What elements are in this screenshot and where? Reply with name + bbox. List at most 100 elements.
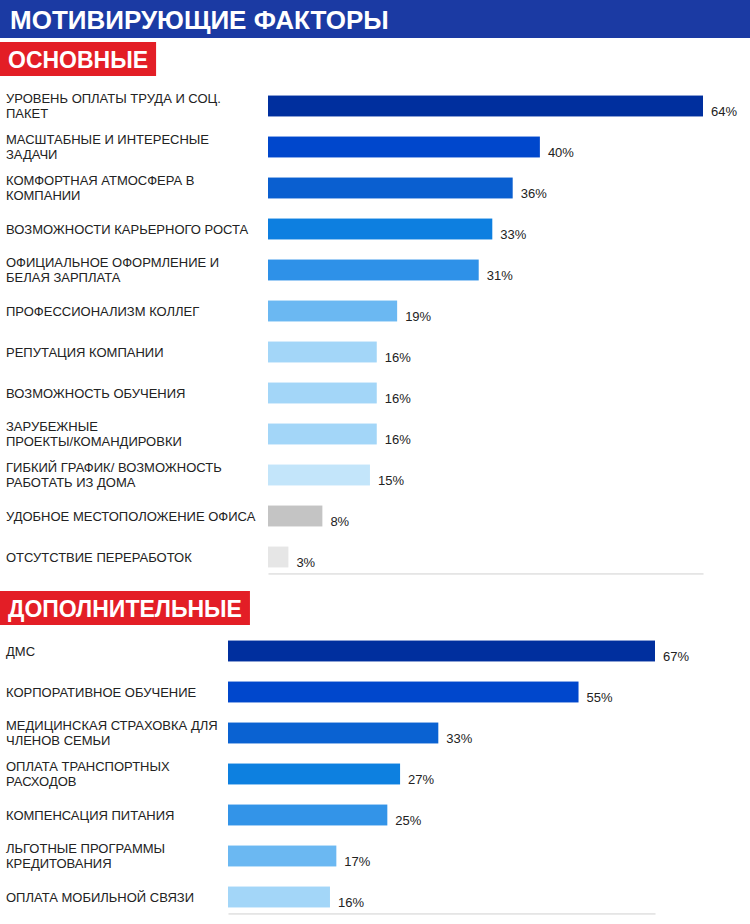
label-line: ОФИЦИАЛЬНОЕ ОФОРМЛЕНИЕ И <box>6 255 219 270</box>
bar <box>268 424 377 445</box>
data-label: 16% <box>385 391 411 406</box>
bar <box>268 178 513 199</box>
data-labels: 64%40%36%33%31%19%16%16%16%15%8%3% <box>296 104 737 570</box>
category-label: УДОБНОЕ МЕСТОПОЛОЖЕНИЕ ОФИСА <box>6 509 256 524</box>
data-labels: 67%55%33%27%25%17%16% <box>338 649 689 910</box>
chart: ДОПОЛНИТЕЛЬНЫЕ ДМС КОРПОРАТИВНОЕ ОБУЧЕНИЕ М… <box>0 591 689 914</box>
category-label: ВОЗМОЖНОСТИ КАРЬЕРНОГО РОСТА <box>6 222 248 237</box>
canvas: МОТИВИРУЮЩИЕ ФАКТОРЫ ОСНОВНЫЕ УРОВЕНЬ ОПЛА… <box>0 0 750 924</box>
data-label: 64% <box>711 104 737 119</box>
category-label: ВОЗМОЖНОСТЬ ОБУЧЕНИЯ <box>6 386 185 401</box>
bar <box>268 342 377 363</box>
category-label: КОРПОРАТИВНОЕ ОБУЧЕНИЕ <box>6 685 197 700</box>
data-label: 3% <box>296 555 315 570</box>
data-label: 33% <box>500 227 526 242</box>
bar <box>228 641 655 662</box>
label-line: ВОЗМОЖНОСТИ КАРЬЕРНОГО РОСТА <box>6 222 248 237</box>
category-label: ОПЛАТА ТРАНСПОРТНЫХРАСХОДОВ <box>6 759 170 789</box>
data-label: 25% <box>395 813 421 828</box>
category-label: ДМС <box>6 644 35 659</box>
bar <box>228 764 400 785</box>
label-line: ГИБКИЙ ГРАФИК/ ВОЗМОЖНОСТЬ <box>6 460 222 475</box>
label-line: КРЕДИТОВАНИЯ <box>6 856 112 871</box>
label-line: БЕЛАЯ ЗАРПЛАТА <box>6 270 121 285</box>
bar <box>268 383 377 404</box>
header-band <box>0 0 750 38</box>
label-line: ДМС <box>6 644 35 659</box>
category-labels: УРОВЕНЬ ОПЛАТЫ ТРУДА И СОЦ.ПАКЕТ МАСШТАБН… <box>6 91 256 565</box>
category-label: МАСШТАБНЫЕ И ИНТЕРЕСНЫЕЗАДАЧИ <box>6 132 209 162</box>
label-line: КОРПОРАТИВНОЕ ОБУЧЕНИЕ <box>6 685 197 700</box>
data-label: 15% <box>378 473 404 488</box>
category-label: ОТСУТСТВИЕ ПЕРЕРАБОТОК <box>6 550 192 565</box>
bar <box>268 547 288 568</box>
label-line: КОМПЕНСАЦИЯ ПИТАНИЯ <box>6 808 175 823</box>
bar <box>268 137 540 158</box>
category-label: УРОВЕНЬ ОПЛАТЫ ТРУДА И СОЦ.ПАКЕТ <box>6 91 221 121</box>
heading-box <box>0 591 250 625</box>
bar <box>228 846 336 867</box>
page-title: МОТИВИРУЮЩИЕ ФАКТОРЫ <box>10 5 389 35</box>
label-line: РАБОТАТЬ ИЗ ДОМА <box>6 475 136 490</box>
data-label: 67% <box>663 649 689 664</box>
axis-line <box>229 913 656 914</box>
bar <box>228 723 438 744</box>
bars <box>228 641 655 908</box>
category-label: ОФИЦИАЛЬНОЕ ОФОРМЛЕНИЕ ИБЕЛАЯ ЗАРПЛАТА <box>6 255 219 285</box>
label-line: ОТСУТСТВИЕ ПЕРЕРАБОТОК <box>6 550 192 565</box>
label-line: ЧЛЕНОВ СЕМЬИ <box>6 733 110 748</box>
bar <box>228 887 330 908</box>
label-line: УРОВЕНЬ ОПЛАТЫ ТРУДА И СОЦ. <box>6 91 221 106</box>
bar <box>268 260 479 281</box>
data-label: 40% <box>548 145 574 160</box>
data-label: 33% <box>446 731 472 746</box>
bar <box>268 506 322 527</box>
data-label: 27% <box>408 772 434 787</box>
label-line: ПАКЕТ <box>6 106 48 121</box>
bars <box>268 96 703 568</box>
x-axis <box>229 913 656 914</box>
chart-title: ДОПОЛНИТЕЛЬНЫЕ <box>8 596 242 622</box>
label-line: КОМПАНИИ <box>6 188 80 203</box>
chart-heading: ОСНОВНЫЕ <box>0 42 156 76</box>
label-line: ЗАДАЧИ <box>6 147 57 162</box>
data-label: 8% <box>330 514 349 529</box>
chart-title: ОСНОВНЫЕ <box>8 47 148 73</box>
bar <box>268 96 703 117</box>
label-line: МЕДИЦИНСКАЯ СТРАХОВКА ДЛЯ <box>6 718 218 733</box>
data-label: 16% <box>385 350 411 365</box>
chart: ОСНОВНЫЕ УРОВЕНЬ ОПЛАТЫ ТРУДА И СОЦ.ПАКЕТ… <box>0 42 737 574</box>
data-label: 55% <box>587 690 613 705</box>
chart-heading: ДОПОЛНИТЕЛЬНЫЕ <box>0 591 250 625</box>
category-labels: ДМС КОРПОРАТИВНОЕ ОБУЧЕНИЕ МЕДИЦИНСКАЯ СТР… <box>6 644 218 905</box>
data-label: 17% <box>344 854 370 869</box>
category-label: ПРОФЕССИОНАЛИЗМ КОЛЛЕГ <box>6 304 199 319</box>
axis-line <box>269 573 704 574</box>
category-label: ГИБКИЙ ГРАФИК/ ВОЗМОЖНОСТЬРАБОТАТЬ ИЗ ДО… <box>6 460 222 490</box>
label-line: КОМФОРТНАЯ АТМОСФЕРА В <box>6 173 195 188</box>
data-label: 36% <box>521 186 547 201</box>
bar <box>268 301 397 322</box>
category-label: ОПЛАТА МОБИЛЬНОЙ СВЯЗИ <box>6 890 194 905</box>
label-line: ЛЬГОТНЫЕ ПРОГРАММЫ <box>6 841 165 856</box>
bar <box>228 805 387 826</box>
label-line: РЕПУТАЦИЯ КОМПАНИИ <box>6 345 164 360</box>
data-label: 31% <box>487 268 513 283</box>
category-label: КОМПЕНСАЦИЯ ПИТАНИЯ <box>6 808 175 823</box>
data-label: 19% <box>405 309 431 324</box>
category-label: МЕДИЦИНСКАЯ СТРАХОВКА ДЛЯЧЛЕНОВ СЕМЬИ <box>6 718 218 748</box>
bar <box>268 219 492 240</box>
label-line: МАСШТАБНЫЕ И ИНТЕРЕСНЫЕ <box>6 132 209 147</box>
category-label: ЛЬГОТНЫЕ ПРОГРАММЫКРЕДИТОВАНИЯ <box>6 841 165 871</box>
category-label: КОМФОРТНАЯ АТМОСФЕРА ВКОМПАНИИ <box>6 173 195 203</box>
label-line: ОПЛАТА МОБИЛЬНОЙ СВЯЗИ <box>6 890 194 905</box>
bar <box>228 682 579 703</box>
category-label: РЕПУТАЦИЯ КОМПАНИИ <box>6 345 164 360</box>
x-axis <box>269 573 704 574</box>
label-line: ПРОФЕССИОНАЛИЗМ КОЛЛЕГ <box>6 304 199 319</box>
label-line: УДОБНОЕ МЕСТОПОЛОЖЕНИЕ ОФИСА <box>6 509 256 524</box>
heading-box <box>0 42 156 76</box>
label-line: ВОЗМОЖНОСТЬ ОБУЧЕНИЯ <box>6 386 185 401</box>
category-label: ЗАРУБЕЖНЫЕПРОЕКТЫ/КОМАНДИРОВКИ <box>6 419 182 449</box>
bar <box>268 465 370 486</box>
